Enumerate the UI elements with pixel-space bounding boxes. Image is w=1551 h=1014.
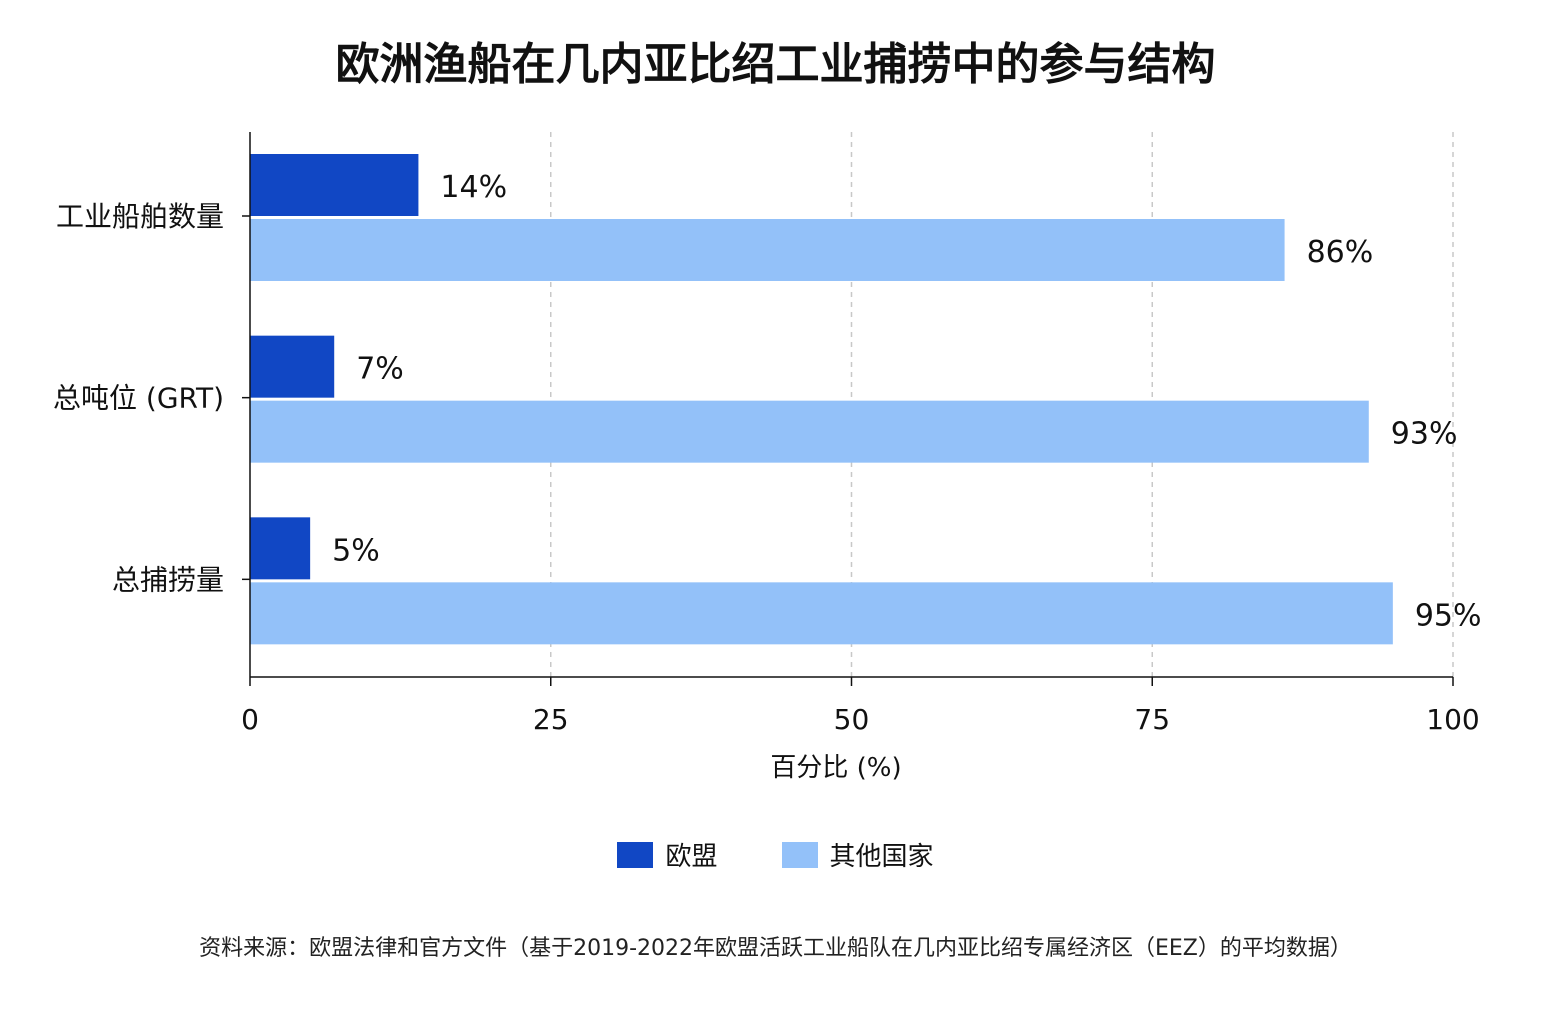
bar-eu xyxy=(250,517,311,580)
legend-item-others: 其他国家 xyxy=(781,836,934,873)
data-label: 93% xyxy=(1391,417,1458,452)
bar-others xyxy=(250,219,1285,281)
category-label: 工业船舶数量 xyxy=(56,200,224,233)
data-label: 7% xyxy=(356,352,404,387)
legend-swatch-others xyxy=(781,841,818,868)
category-label: 总捕捞量 xyxy=(112,563,224,596)
data-label: 5% xyxy=(332,533,380,568)
data-label: 86% xyxy=(1307,235,1374,270)
chart-title: 欧洲渔船在几内亚比绍工业捕捞中的参与结构 xyxy=(335,39,1216,90)
bar-eu xyxy=(250,154,419,216)
x-tick-label: 0 xyxy=(241,703,259,736)
x-tick-label: 25 xyxy=(533,703,569,736)
x-tick-label: 100 xyxy=(1426,703,1479,736)
data-label: 14% xyxy=(440,170,507,205)
x-tick-label: 50 xyxy=(834,703,870,736)
legend-label-eu: 欧盟 xyxy=(665,842,718,872)
x-tick-label: 75 xyxy=(1134,703,1170,736)
bar-eu xyxy=(250,335,335,398)
bar-others xyxy=(250,582,1393,645)
category-label: 总吨位 (GRT) xyxy=(53,382,224,415)
bar-others xyxy=(250,400,1369,463)
bars xyxy=(250,154,1393,645)
source-note: 资料来源：欧盟法律和官方文件（基于2019-2022年欧盟活跃工业船队在几内亚比… xyxy=(199,936,1352,961)
legend-swatch-eu xyxy=(617,841,654,868)
data-label: 95% xyxy=(1415,598,1482,633)
legend: 欧盟 其他国家 xyxy=(0,836,1551,873)
x-axis-title: 百分比 (%) xyxy=(770,753,901,783)
legend-item-eu: 欧盟 xyxy=(617,836,718,873)
data-labels: 14% 86% 7% 93% 5% 95% xyxy=(332,170,1481,633)
legend-label-others: 其他国家 xyxy=(829,842,934,872)
